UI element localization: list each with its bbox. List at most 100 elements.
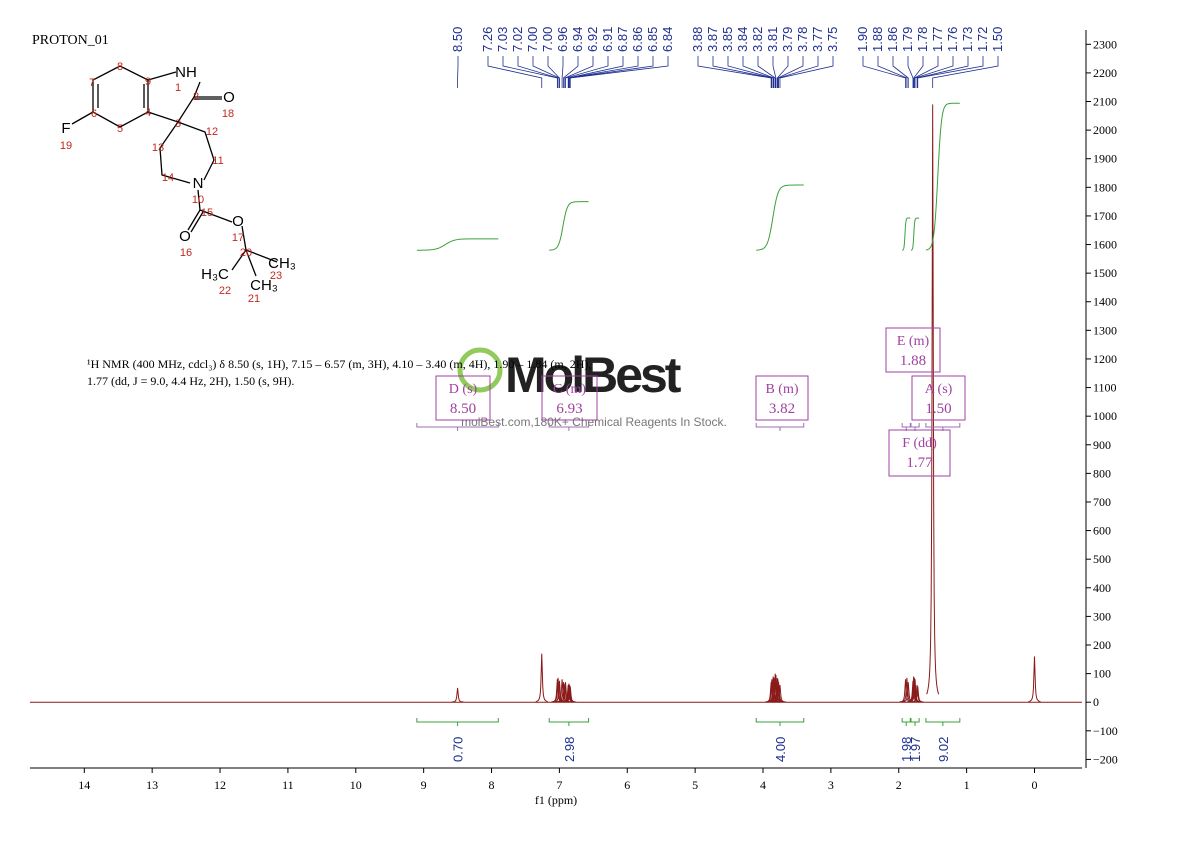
x-tick-label: 13 xyxy=(146,778,158,792)
bonds xyxy=(71,65,278,277)
peak-leader xyxy=(776,56,789,88)
integral-value: 1.97 xyxy=(908,737,923,762)
integral-bracket xyxy=(755,423,805,431)
atom-number: 10 xyxy=(192,194,204,206)
peak-leader xyxy=(712,56,773,88)
peak xyxy=(451,687,464,703)
y-tick-label: −200 xyxy=(1093,752,1118,766)
integral-bracket xyxy=(416,423,499,431)
atom-number: 15 xyxy=(201,207,213,219)
peak-leader xyxy=(914,56,954,88)
peak-label-text: 3.88 xyxy=(690,27,705,52)
integral-value: 2.98 xyxy=(562,737,577,762)
atom-number: 12 xyxy=(206,126,218,138)
peak-label: 1.72 xyxy=(917,27,990,88)
peak-label: 1.77 xyxy=(913,27,945,88)
peak-label-text: 3.81 xyxy=(765,27,780,52)
integral-curve xyxy=(902,217,911,251)
multiplet-shift: 3.82 xyxy=(769,401,795,417)
peak-leader xyxy=(779,56,834,88)
peak-label: 3.79 xyxy=(776,27,795,88)
integral-curve xyxy=(910,217,920,251)
peak-leader xyxy=(561,56,564,88)
multiplet-shift: 1.77 xyxy=(906,455,933,471)
atom-label: O xyxy=(223,89,235,106)
multiplet-box xyxy=(755,375,809,421)
y-tick-label: 0 xyxy=(1093,695,1099,709)
atom-number: 4 xyxy=(145,107,151,119)
peak-label: 3.75 xyxy=(779,27,840,88)
multiplet-label: A (s) xyxy=(925,382,953,397)
y-tick-label: −100 xyxy=(1093,724,1118,738)
y-tick-label: 2300 xyxy=(1093,37,1117,51)
peak-label-text: 1.50 xyxy=(990,27,1005,52)
peak-label-text: 6.84 xyxy=(660,27,675,52)
peak-label: 6.92 xyxy=(564,27,600,88)
peak-leader xyxy=(742,56,775,88)
peak-label-text: 3.84 xyxy=(735,27,750,52)
multiplet-shift: 1.50 xyxy=(925,401,951,417)
x-tick-label: 14 xyxy=(78,778,90,792)
peak-label-text: 7.02 xyxy=(510,27,525,52)
peak-label: 8.50 xyxy=(450,27,465,88)
integral-value: 0.70 xyxy=(451,737,466,762)
peak-leader xyxy=(917,56,984,88)
atom-label: CH₃ xyxy=(268,255,296,272)
y-tick-label: 2000 xyxy=(1093,123,1117,137)
peak-leader xyxy=(877,56,908,88)
y-tick-label: 1300 xyxy=(1093,323,1117,337)
watermark-logo xyxy=(457,347,503,393)
peak-label-text: 6.87 xyxy=(615,27,630,52)
multiplet-label: B (m) xyxy=(765,382,798,397)
peak-label-text: 1.77 xyxy=(930,27,945,52)
x-tick-label: 5 xyxy=(692,778,698,792)
peak-label-text: 7.00 xyxy=(525,27,540,52)
structure xyxy=(71,65,278,277)
chart-title: PROTON_01 xyxy=(32,33,109,48)
peak-label-text: 1.78 xyxy=(915,27,930,52)
y-tick-label: 1100 xyxy=(1093,381,1117,395)
peak-label-text: 3.78 xyxy=(795,27,810,52)
peak-label-text: 7.26 xyxy=(480,27,495,52)
peak-label-text: 1.76 xyxy=(945,27,960,52)
peak-label-text: 1.88 xyxy=(870,27,885,52)
peak-label-text: 6.86 xyxy=(630,27,645,52)
integral-bracket xyxy=(416,718,499,726)
x-tick-label: 0 xyxy=(1031,778,1037,792)
peak-leader xyxy=(913,56,939,88)
x-tick-label: 9 xyxy=(421,778,427,792)
peak-label: 1.86 xyxy=(885,27,909,88)
multiplet-shift: 6.93 xyxy=(556,401,582,417)
y-tick-label: 700 xyxy=(1093,495,1111,509)
peak-leader xyxy=(568,56,639,88)
integral-value: 9.02 xyxy=(936,737,951,762)
peak-leader xyxy=(862,56,906,88)
peak-label: 7.03 xyxy=(495,27,558,88)
atom-number: 5 xyxy=(117,123,123,135)
x-tick-label: 2 xyxy=(896,778,902,792)
atom-number: 20 xyxy=(240,247,252,259)
x-tick-label: 1 xyxy=(964,778,970,792)
peak-label: 7.00 xyxy=(540,27,560,88)
atom-number: 18 xyxy=(222,108,234,120)
x-axis-label: f1 (ppm) xyxy=(535,793,577,807)
y-tick-label: 500 xyxy=(1093,552,1111,566)
peak-leader xyxy=(697,56,772,88)
peak-label-text: 1.86 xyxy=(885,27,900,52)
peak-leader xyxy=(913,56,924,88)
peak-label-text: 7.00 xyxy=(540,27,555,52)
y-tick-label: 200 xyxy=(1093,638,1111,652)
atom-number: 8 xyxy=(117,61,123,73)
nmr-description: ¹H NMR (400 MHz, cdcl₃) δ 8.50 (s, 1H), … xyxy=(87,357,592,388)
multiplet-label: F (dd) xyxy=(902,436,937,451)
y-tick-label: 800 xyxy=(1093,466,1111,480)
peak-label-text: 3.82 xyxy=(750,27,765,52)
peak-label-text: 1.72 xyxy=(975,27,990,52)
peak-label: 1.50 xyxy=(932,27,1005,88)
peak-label-text: 1.90 xyxy=(855,27,870,52)
peak-label-text: 6.85 xyxy=(645,27,660,52)
peak-leader xyxy=(547,56,560,88)
peak-leader xyxy=(892,56,909,88)
peak-label-text: 8.50 xyxy=(450,27,465,52)
